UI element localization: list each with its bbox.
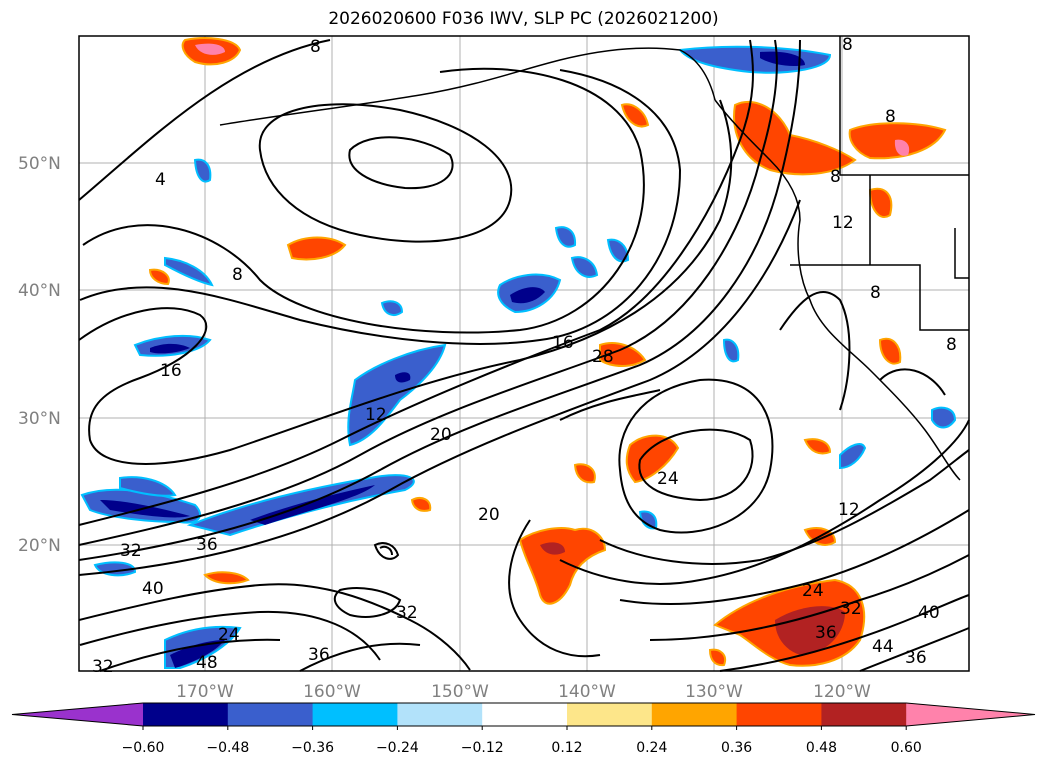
contour-label: 32: [92, 657, 114, 677]
contour-label: 24: [657, 469, 679, 489]
lon-label: 150°W: [431, 682, 489, 702]
contour-label: 4: [155, 170, 166, 190]
contour-label: 24: [802, 581, 824, 601]
contour-label: 12: [365, 405, 387, 425]
colorbar-label: 0.36: [721, 740, 752, 756]
contour-label: 48: [196, 653, 218, 673]
colorbar-label: 0.60: [891, 740, 922, 756]
contour-label: 40: [918, 603, 940, 623]
contour-label: 8: [885, 107, 896, 127]
lat-label: 50°N: [18, 154, 61, 174]
colorbar-segment: [736, 703, 822, 726]
colorbar-segment: [227, 703, 314, 726]
contour-label: 8: [946, 335, 957, 355]
colorbar-segment: [821, 703, 907, 726]
map-plot-area: [79, 36, 969, 671]
colorbar-label: 0.24: [636, 740, 667, 756]
colorbar: −0.60 −0.48 −0.36 −0.24 −0.12 0.12 0.24 0.36 0.4…: [11, 702, 1036, 756]
contour-label: 40: [142, 579, 164, 599]
contour-label: 36: [308, 645, 330, 665]
colorbar-segment: [312, 703, 398, 726]
slp-contours: [78, 39, 970, 672]
contour-label: 36: [196, 535, 218, 555]
map-title: 2026020600 F036 IWV, SLP PC (2026021200): [328, 9, 719, 29]
colorbar-segment: [397, 703, 483, 726]
lat-label: 30°N: [18, 409, 61, 429]
contour-label: 20: [478, 505, 500, 525]
colorbar-label: 0.48: [806, 740, 837, 756]
colorbar-label: −0.48: [206, 740, 249, 756]
map-border: [78, 35, 970, 672]
lat-label: 20°N: [18, 536, 61, 556]
contour-label: 32: [840, 599, 862, 619]
colorbar-segment: [651, 703, 738, 726]
lat-label: 40°N: [18, 281, 61, 301]
colorbar-label: −0.60: [122, 740, 165, 756]
lon-label: 120°W: [813, 682, 871, 702]
lon-label: 140°W: [558, 682, 616, 702]
colorbar-segment: [482, 703, 568, 726]
contour-label: 12: [838, 500, 860, 520]
contour-label-group: 8 8 4 8 16 16 12 20 28 24 12 8 8 8 12 20…: [92, 35, 957, 677]
contour-label: 8: [232, 265, 243, 285]
coastlines: [219, 36, 969, 481]
positive-anomaly-fills: [148, 37, 947, 667]
contour-label: 44: [872, 637, 894, 657]
lon-label: 170°W: [176, 682, 234, 702]
colorbar-label: 0.12: [551, 740, 582, 756]
contour-label: 8: [870, 283, 881, 303]
contour-label: 8: [310, 37, 321, 57]
colorbar-segment: [567, 703, 653, 726]
contour-label: 16: [160, 361, 182, 381]
contour-label: 36: [815, 623, 837, 643]
contour-label: 16: [552, 333, 574, 353]
contour-label: 36: [905, 648, 927, 668]
latitude-labels: 50°N 40°N 30°N 20°N: [18, 154, 61, 556]
contour-label: 12: [832, 213, 854, 233]
colorbar-extend-low: [12, 703, 143, 726]
contour-label: 8: [830, 167, 841, 187]
lon-label: 160°W: [303, 682, 361, 702]
contour-label: 32: [396, 603, 418, 623]
contour-label: 28: [592, 347, 614, 367]
contour-label: 20: [430, 425, 452, 445]
colorbar-label: −0.36: [291, 740, 334, 756]
colorbar-label: −0.12: [461, 740, 504, 756]
colorbar-extend-high: [906, 703, 1035, 726]
colorbar-segment: [143, 703, 229, 726]
lon-label: 130°W: [685, 682, 743, 702]
colorbar-label: −0.24: [376, 740, 419, 756]
contour-label: 32: [120, 541, 142, 561]
contour-label: 24: [218, 625, 240, 645]
longitude-labels: 170°W 160°W 150°W 140°W 130°W 120°W: [176, 682, 871, 702]
contour-label: 8: [842, 35, 853, 55]
